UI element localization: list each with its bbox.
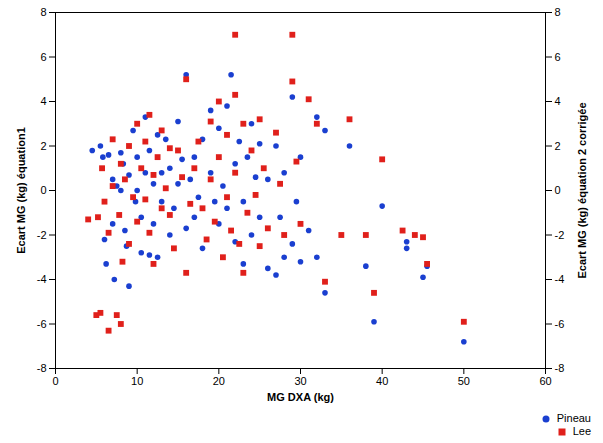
svg-text:4: 4 <box>40 95 46 107</box>
svg-text:-2: -2 <box>37 229 47 241</box>
svg-text:60: 60 <box>539 375 551 387</box>
svg-text:Ecart MG (kg) équation 2 corri: Ecart MG (kg) équation 2 corrigée <box>576 102 588 278</box>
svg-text:20: 20 <box>213 375 225 387</box>
svg-text:Ecart MG (kg) équation1: Ecart MG (kg) équation1 <box>15 127 27 254</box>
svg-text:8: 8 <box>40 6 46 18</box>
svg-text:MG DXA (kg): MG DXA (kg) <box>267 391 334 403</box>
svg-text:-8: -8 <box>37 362 47 374</box>
svg-text:-2: -2 <box>555 229 565 241</box>
svg-text:-4: -4 <box>555 273 565 285</box>
svg-text:4: 4 <box>555 95 561 107</box>
svg-text:-4: -4 <box>37 273 47 285</box>
svg-text:40: 40 <box>376 375 388 387</box>
svg-text:10: 10 <box>131 375 143 387</box>
svg-text:-8: -8 <box>555 362 565 374</box>
svg-text:2: 2 <box>555 140 561 152</box>
svg-text:8: 8 <box>555 6 561 18</box>
svg-text:0: 0 <box>555 184 561 196</box>
html-text:Pineau: Pineau <box>556 412 591 424</box>
svg-text:2: 2 <box>40 140 46 152</box>
svg-text:50: 50 <box>458 375 470 387</box>
svg-text:6: 6 <box>555 51 561 63</box>
html-text:Lee: Lee <box>572 425 591 437</box>
svg-text:-6: -6 <box>37 318 47 330</box>
svg-text:0: 0 <box>40 184 46 196</box>
svg-text:30: 30 <box>294 375 306 387</box>
svg-text:0: 0 <box>52 375 58 387</box>
svg-text:-6: -6 <box>555 318 565 330</box>
svg-text:6: 6 <box>40 51 46 63</box>
